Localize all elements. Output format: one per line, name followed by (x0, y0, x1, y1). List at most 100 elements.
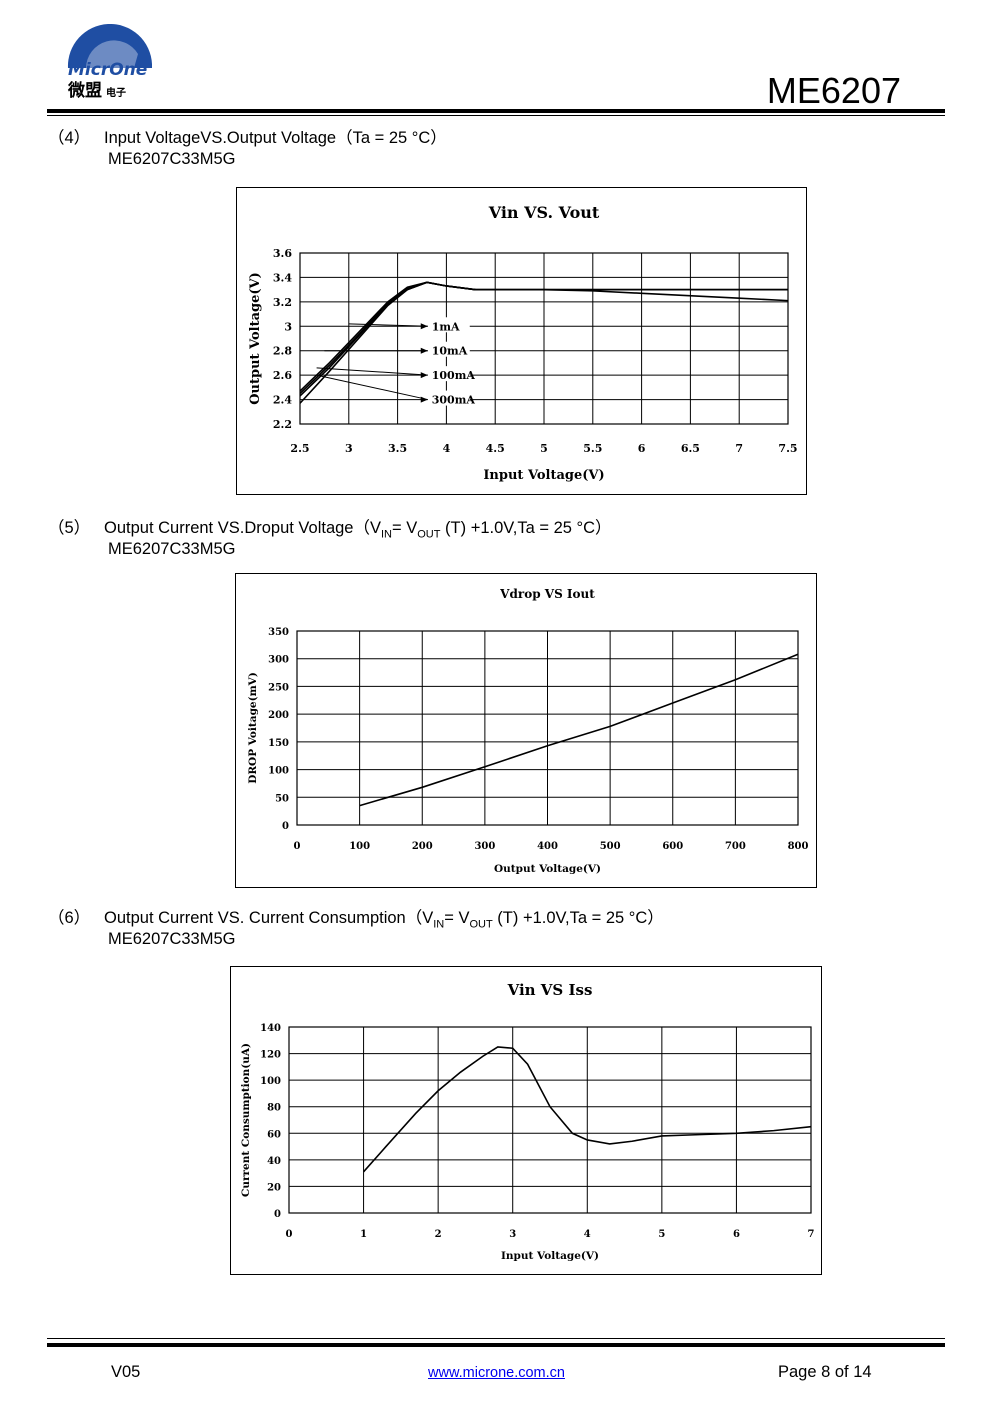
x-tick-label: 2 (435, 1229, 442, 1240)
x-tick-label: 4 (443, 442, 451, 455)
x-tick-label: 3.5 (388, 442, 407, 455)
x-tick-label: 3 (509, 1229, 516, 1240)
annotation-arrow (348, 323, 428, 327)
y-tick-label: 3 (284, 320, 292, 333)
series-line (359, 653, 799, 807)
x-tick-label: 5.5 (583, 442, 602, 455)
y-tick-label: 300 (268, 655, 289, 666)
y-tick-label: 350 (268, 627, 289, 638)
section-4-model: ME6207C33M5G (108, 150, 236, 168)
annotation-bg (427, 390, 470, 406)
x-tick-label: 0 (286, 1229, 293, 1240)
plot-frame (296, 630, 799, 826)
section-6-heading: （6） Output Current VS. Current Consumptio… (48, 904, 664, 930)
x-axis-label: Input Voltage(V) (501, 1250, 599, 1262)
section-title: Output Current VS.Droput Voltage（VIN= VO… (104, 519, 612, 541)
x-tick-label: 100 (349, 841, 370, 852)
y-tick-label: 40 (267, 1156, 281, 1167)
y-tick-label: 0 (274, 1209, 281, 1220)
chart-vin-vs-vout: Vin VS. Vout 2.5 3 3.5 4 4.5 5 5.5 6 6.5 7 7.5 2.2 2.… (236, 187, 807, 495)
x-tick-label: 800 (788, 841, 809, 852)
footer-link-wrap: www.microne.com.cn (428, 1365, 565, 1381)
annotation-arrowhead (420, 347, 428, 354)
x-tick-label: 2.5 (290, 442, 309, 455)
y-tick-label: 140 (260, 1023, 281, 1034)
x-tick-label: 0 (294, 841, 301, 852)
chart-title: Vdrop VS Iout (499, 587, 595, 601)
series-line (299, 281, 789, 404)
section-title: Input VoltageVS.Output Voltage（Ta = 25 °… (104, 129, 447, 147)
svg-text:电子: 电子 (106, 86, 126, 99)
footer-version: V05 (111, 1363, 141, 1381)
part-number: ME6207 (766, 70, 901, 111)
y-axis-label: DROP Voitage(mV) (247, 672, 259, 784)
x-tick-label: 4.5 (486, 442, 505, 455)
y-tick-label: 80 (267, 1103, 281, 1114)
website-link[interactable]: www.microne.com.cn (428, 1365, 565, 1381)
x-tick-label: 5 (540, 442, 548, 455)
annotation-bg (427, 341, 470, 357)
annotation-arrowhead (420, 323, 428, 330)
x-tick-label: 6 (733, 1229, 740, 1240)
section-number: （4） (48, 129, 91, 147)
x-tick-label: 6.5 (681, 442, 700, 455)
x-tick-label: 500 (600, 841, 621, 852)
chart-vdrop-vs-iout-svg: Vdrop VS Iout 0 100 200 300 400 500 600 700 800 0 5… (247, 587, 809, 875)
header-rule-thin (47, 115, 945, 116)
section-title: Output Current VS. Current Consumption（V… (104, 909, 664, 931)
x-tick-label: 5 (658, 1229, 665, 1240)
x-tick-label: 3 (345, 442, 353, 455)
chart-title: Vin VS Iss (507, 981, 593, 999)
annotation-arrowhead (420, 396, 428, 403)
annotation-label: 1mA (432, 320, 460, 333)
footer-page-number: Page 8 of 14 (778, 1363, 872, 1381)
y-axis-label: Output Voltage(V) (248, 272, 263, 405)
y-tick-label: 100 (268, 766, 289, 777)
plot-frame (288, 1026, 812, 1214)
annotation-bg (427, 317, 470, 333)
chart-vin-vs-iss-svg: Vin VS Iss 0 1 2 3 4 5 6 7 0 20 40 60 80 100 120 140 Inpu… (240, 981, 815, 1262)
chart-vdrop-vs-iout: Vdrop VS Iout 0 100 200 300 400 500 600 700 800 0 5… (235, 573, 817, 888)
x-tick-label: 4 (584, 1229, 591, 1240)
annotation-label: 10mA (432, 345, 468, 358)
annotation-bg (427, 366, 470, 382)
x-axis-label: Output Voltage(V) (494, 863, 601, 875)
section-number: （6） (48, 909, 91, 927)
footer-rule-thin (47, 1338, 945, 1339)
x-tick-label: 7 (808, 1229, 815, 1240)
y-axis-label: Current Consumption(uA) (240, 1043, 252, 1197)
y-tick-label: 3.2 (273, 296, 292, 309)
svg-text:微盟: 微盟 (67, 80, 102, 101)
x-tick-label: 400 (537, 841, 558, 852)
y-tick-label: 3.4 (273, 271, 292, 284)
y-tick-label: 60 (267, 1129, 281, 1140)
chart-vin-vs-vout-svg: Vin VS. Vout 2.5 3 3.5 4 4.5 5 5.5 6 6.5 7 7.5 2.2 2.… (248, 203, 798, 483)
footer-rule (47, 1343, 945, 1347)
header-rule (47, 109, 945, 113)
annotation-arrow (316, 374, 428, 401)
y-tick-label: 120 (260, 1050, 281, 1061)
section-4-heading: （4） Input VoltageVS.Output Voltage（Ta = 2… (48, 124, 447, 148)
y-tick-label: 3.6 (273, 247, 292, 260)
y-tick-label: 2.6 (273, 369, 292, 382)
section-5-model: ME6207C33M5G (108, 540, 236, 558)
x-tick-label: 1 (360, 1229, 367, 1240)
y-tick-label: 50 (275, 793, 289, 804)
y-tick-label: 2.4 (273, 394, 292, 407)
y-tick-label: 100 (260, 1076, 281, 1087)
section-number: （5） (48, 519, 91, 537)
y-tick-label: 150 (268, 738, 289, 749)
chart-vin-vs-iss: Vin VS Iss 0 1 2 3 4 5 6 7 0 20 40 60 80 100 120 140 Inpu… (230, 966, 822, 1275)
y-tick-label: 20 (267, 1182, 281, 1193)
x-tick-label: 700 (725, 841, 746, 852)
annotation-label: 100mA (432, 369, 476, 382)
x-axis-label: Input Voltage(V) (483, 468, 604, 483)
section-5-heading: （5） Output Current VS.Droput Voltage（VIN=… (48, 514, 612, 540)
svg-text:MicrOne: MicrOne (68, 60, 147, 80)
x-tick-label: 300 (474, 841, 495, 852)
y-tick-label: 0 (282, 821, 289, 832)
series-line (362, 1046, 812, 1173)
x-tick-label: 7.5 (778, 442, 797, 455)
section-6-model: ME6207C33M5G (108, 930, 236, 948)
annotation-label: 300mA (432, 394, 476, 407)
